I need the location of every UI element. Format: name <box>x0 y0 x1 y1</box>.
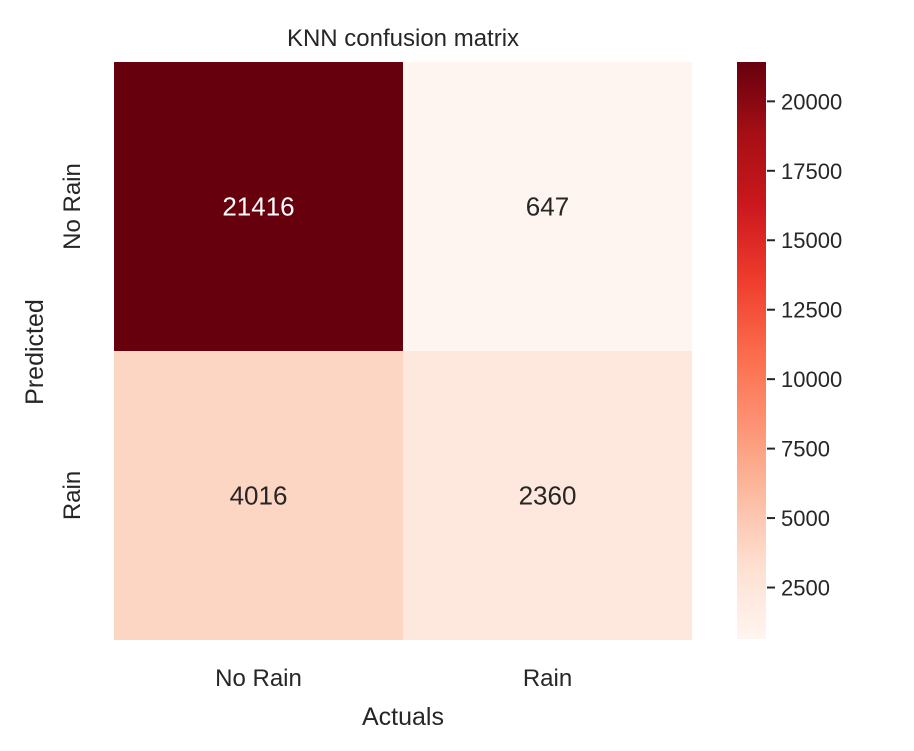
cell-value-label: 4016 <box>230 481 288 511</box>
x-tick-label: Rain <box>523 665 572 692</box>
colorbar-tick-label: 20000 <box>781 89 842 114</box>
colorbar-tick-label: 7500 <box>781 437 830 462</box>
heatmap-cell-r0-c0 <box>114 62 403 351</box>
colorbar-tick-label: 10000 <box>781 367 842 392</box>
heatmap-cell-r1-c0 <box>114 351 403 640</box>
y-tick-labels: No Rain Rain <box>59 163 86 520</box>
colorbar-tick-label: 17500 <box>781 159 842 184</box>
y-tick-label: Rain <box>59 471 86 520</box>
heatmap-annotations: 21416 647 4016 2360 <box>222 192 576 511</box>
colorbar-tick-label: 12500 <box>781 298 842 323</box>
colorbar <box>737 62 766 639</box>
colorbar-tick-label: 5000 <box>781 506 830 531</box>
heatmap-cell-r1-c1 <box>403 351 692 640</box>
colorbar-tick-label: 15000 <box>781 228 842 253</box>
heatmap-cells <box>114 62 692 640</box>
colorbar-ticks: 2500 5000 7500 10000 12500 15000 17500 20000 <box>767 89 842 601</box>
cell-value-label: 647 <box>526 192 569 222</box>
y-tick-label: No Rain <box>59 163 86 250</box>
chart-title: KNN confusion matrix <box>287 25 519 52</box>
x-tick-label: No Rain <box>215 665 302 692</box>
heatmap-cell-r0-c1 <box>403 62 692 351</box>
colorbar-tick-label: 2500 <box>781 576 830 601</box>
x-tick-labels: No Rain Rain <box>215 665 572 692</box>
x-axis-label: Actuals <box>362 703 444 731</box>
y-axis-label: Predicted <box>21 299 49 405</box>
cell-value-label: 21416 <box>222 192 294 222</box>
cell-value-label: 2360 <box>519 481 577 511</box>
